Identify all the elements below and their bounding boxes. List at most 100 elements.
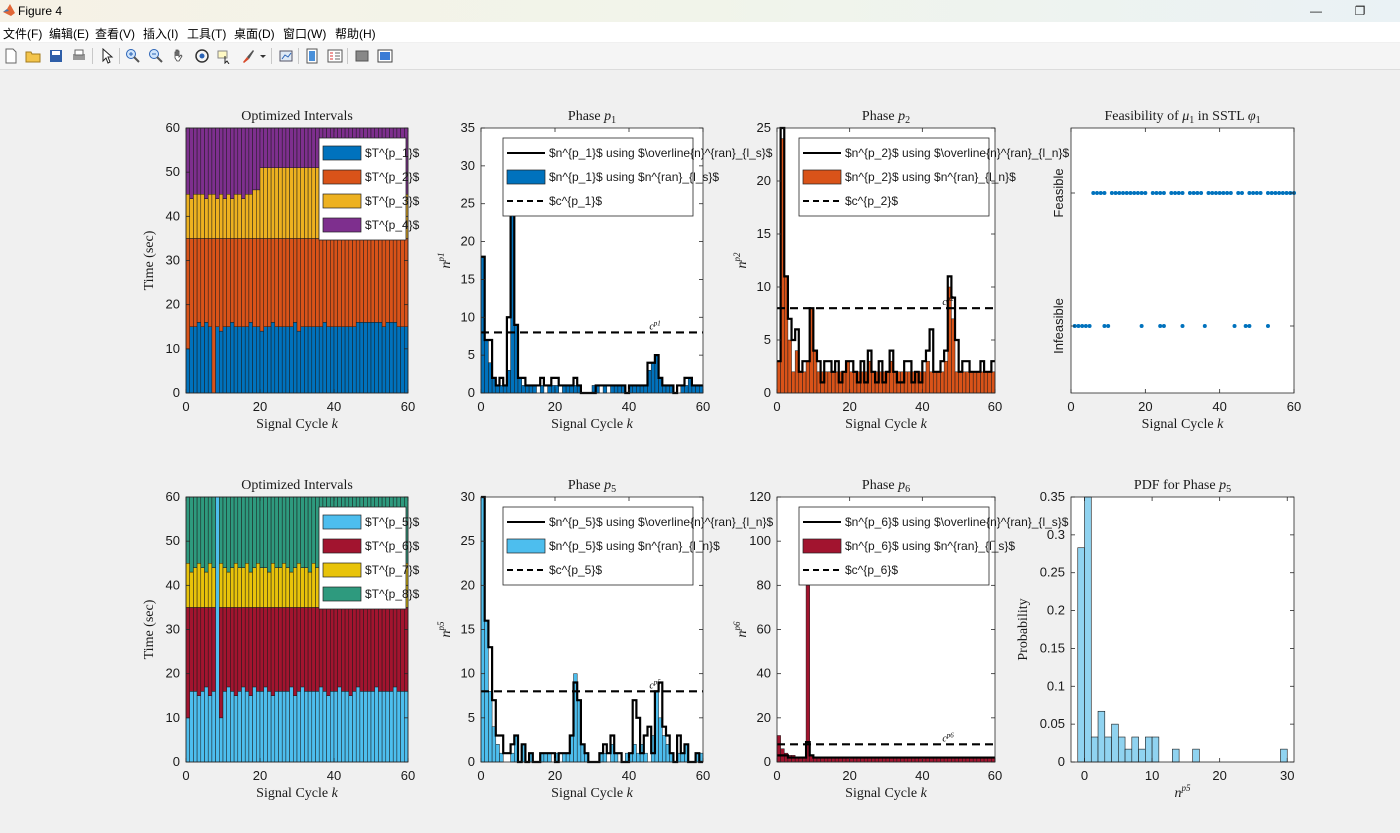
hide-plot-tools-icon[interactable]	[352, 46, 372, 66]
feasible-point	[1269, 191, 1274, 195]
stacked-bar-segment	[252, 189, 257, 239]
insert-legend-icon[interactable]	[325, 46, 345, 66]
x-axis-label: Signal Cycle k	[256, 417, 338, 432]
x-tick-label: 60	[1287, 399, 1301, 414]
feasible-point	[1228, 191, 1233, 195]
x-tick-label: 40	[1212, 399, 1226, 414]
stacked-bar-segment	[289, 607, 294, 688]
feasible-point	[1210, 191, 1215, 195]
feasible-point	[1258, 191, 1263, 195]
stacked-bar-segment	[196, 563, 202, 608]
x-tick-label: 0	[182, 768, 189, 783]
stacked-bar-segment	[267, 571, 272, 608]
data-cursor-icon[interactable]	[214, 46, 234, 66]
open-file-icon[interactable]	[23, 46, 43, 66]
stacked-bar-segment	[233, 563, 239, 608]
axes-frame	[1070, 127, 1295, 394]
infeasible-point	[1102, 324, 1107, 328]
pan-hand-icon[interactable]	[169, 46, 189, 66]
menu-window[interactable]: 窗口(W)	[283, 27, 327, 41]
stacked-bar-segment	[278, 326, 283, 394]
bar	[521, 385, 526, 394]
y-tick-label: 40	[166, 208, 180, 223]
stacked-bar-segment	[278, 691, 283, 763]
menu-insert[interactable]: 插入(I)	[143, 27, 179, 41]
stacked-bar-segment	[226, 194, 231, 239]
infeasible-point	[1080, 324, 1085, 328]
stacked-bar-segment	[281, 691, 287, 763]
bar	[802, 371, 807, 394]
stacked-bar-segment	[226, 571, 231, 608]
stacked-bar-segment	[248, 322, 253, 394]
bar	[831, 371, 836, 394]
brush-icon[interactable]	[238, 46, 258, 66]
stacked-bar-segment	[404, 691, 409, 763]
save-icon[interactable]	[46, 46, 66, 66]
legend-swatch	[506, 538, 546, 554]
y-tick-label: 10	[757, 279, 771, 294]
stacked-bar-segment	[222, 326, 227, 394]
stacked-bar-segment	[352, 326, 357, 394]
print-icon[interactable]	[69, 46, 89, 66]
x-axis-label: Signal Cycle k	[1142, 417, 1224, 432]
stacked-bar-segment	[367, 238, 372, 323]
menu-tools[interactable]: 工具(T)	[187, 27, 227, 41]
pointer-icon[interactable]	[97, 46, 117, 66]
bar	[805, 360, 810, 394]
feasible-point	[1247, 191, 1252, 195]
x-tick-label: 0	[773, 768, 780, 783]
stacked-bar-segment	[330, 607, 335, 692]
stacked-bar-segment	[344, 238, 350, 328]
stacked-bar-segment	[189, 607, 194, 692]
zoom-out-icon[interactable]	[146, 46, 166, 66]
stacked-bar-segment	[222, 127, 227, 199]
stacked-bar-segment	[293, 167, 298, 239]
stacked-bar-segment	[263, 127, 268, 168]
stacked-bar-segment	[259, 330, 264, 394]
feasible-point	[1191, 191, 1196, 195]
show-plot-tools-icon[interactable]	[375, 46, 395, 66]
stacked-bar-segment	[348, 695, 353, 763]
bar	[991, 371, 996, 394]
feasible-point	[1158, 191, 1163, 195]
bar	[650, 362, 656, 394]
menu-desktop[interactable]: 桌面(D)	[234, 27, 275, 41]
feasible-point	[1187, 191, 1192, 195]
stacked-bar-segment	[311, 326, 316, 394]
stacked-bar-segment	[281, 607, 287, 692]
legend-swatch	[322, 193, 362, 209]
menu-edit[interactable]: 编辑(E)	[49, 27, 89, 41]
bar	[484, 339, 489, 394]
rotate-3d-icon[interactable]	[192, 46, 212, 66]
legend-swatch	[322, 586, 362, 602]
x-tick-label: 20	[253, 399, 267, 414]
stacked-bar-segment	[307, 127, 313, 168]
menu-help[interactable]: 帮助(H)	[335, 27, 376, 41]
bar-stairs-chart: cp1 0 20 40 60 0 5 10 15 20 25 30 35 Phase p1 Signal C…	[436, 109, 773, 432]
menu-view[interactable]: 查看(V)	[95, 27, 135, 41]
bar	[827, 371, 832, 394]
insert-colorbar-icon[interactable]	[302, 46, 322, 66]
stacked-bar-segment	[248, 127, 253, 195]
y-tick-label: 25	[461, 196, 475, 211]
stacked-bar-segment	[378, 691, 383, 763]
stacked-bar-segment	[244, 238, 250, 328]
menu-file[interactable]: 文件(F)	[3, 27, 43, 41]
stacked-bar-segment	[189, 571, 194, 608]
minimize-button[interactable]: —	[1294, 0, 1338, 22]
zoom-in-icon[interactable]	[123, 46, 143, 66]
brush-dropdown-icon[interactable]	[258, 46, 268, 66]
x-tick-label: 20	[842, 399, 856, 414]
stacked-bar-segment	[196, 194, 202, 239]
feasible-point	[1199, 191, 1204, 195]
x-tick-label: 40	[327, 768, 341, 783]
stacked-bar-segment	[226, 127, 231, 195]
bar-stairs-chart: cp2 0 20 40 60 0 5 10 15 20 25 Phase p2 Signal Cycle…	[732, 109, 1069, 432]
window-title: Figure 4	[18, 4, 63, 18]
maximize-button[interactable]: ❐	[1338, 0, 1382, 22]
infeasible-point	[1180, 324, 1185, 328]
stacked-bar-segment	[378, 607, 383, 692]
link-plot-icon[interactable]	[276, 46, 296, 66]
new-figure-icon[interactable]	[1, 46, 21, 66]
x-axis-label: Signal Cycle k	[845, 417, 927, 432]
